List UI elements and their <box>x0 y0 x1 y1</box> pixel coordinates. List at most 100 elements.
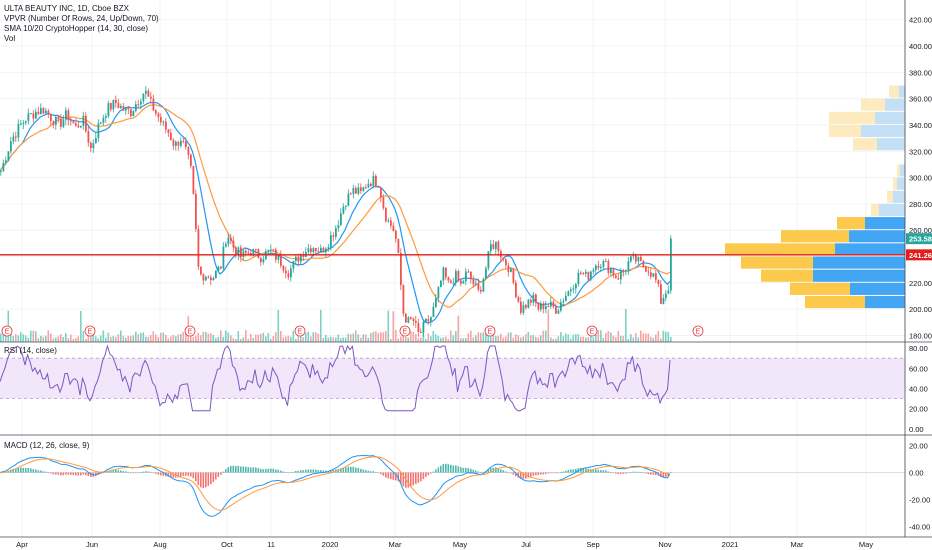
volume-bar-25 <box>62 337 65 342</box>
candle-body-240 <box>600 267 602 269</box>
macd-hist-bar-48 <box>120 470 122 473</box>
rsi-title[interactable]: RSI (14, close) <box>4 346 57 355</box>
macd-hist-bar-137 <box>342 467 345 473</box>
earnings-label-6: E <box>590 329 595 336</box>
candle-body-16 <box>40 108 42 115</box>
volume-bar-52 <box>130 336 132 342</box>
volume-bar-73 <box>182 331 185 342</box>
earnings-label-2: E <box>188 329 193 336</box>
volume-bar-36 <box>90 332 92 342</box>
macd-hist-bar-97 <box>242 466 245 473</box>
candle-body-103 <box>257 249 260 258</box>
macd-hist-bar-152 <box>380 472 382 475</box>
macd-hist-bar-113 <box>282 471 285 473</box>
volume-bar-84 <box>210 333 212 342</box>
macd-hist-bar-160 <box>400 472 402 484</box>
earnings-marker-3 <box>294 325 306 337</box>
vp-up-12 <box>829 124 861 138</box>
macd-hist-bar-132 <box>330 470 332 473</box>
volume-bar-254 <box>635 333 637 342</box>
candle-body-26 <box>65 110 67 120</box>
volume-bar-129 <box>322 337 325 342</box>
vp-down-9 <box>897 177 905 190</box>
macd-hist-bar-12 <box>30 468 32 473</box>
macd-hist-bar-202 <box>505 471 507 473</box>
volume-bar-81 <box>202 331 205 342</box>
macd-hist-bar-233 <box>582 468 585 473</box>
macd-title[interactable]: MACD (12, 26, close, 9) <box>4 441 90 450</box>
candle-body-42 <box>105 116 107 118</box>
macd-hist-bar-41 <box>102 472 105 474</box>
macd-hist-bar-90 <box>225 469 227 473</box>
candle-body-226 <box>565 295 567 301</box>
macd-hist-bar-228 <box>570 469 572 473</box>
volume-bar-216 <box>540 335 542 342</box>
macd-hist-bar-248 <box>620 472 622 474</box>
volume-bar-151 <box>377 333 380 342</box>
candle-body-38 <box>95 137 97 144</box>
volume-bar-183 <box>457 315 460 342</box>
macd-hist-bar-243 <box>607 471 610 473</box>
volume-bar-186 <box>465 337 467 342</box>
candle-body-65 <box>162 121 165 123</box>
macd-hist-bar-174 <box>435 469 437 473</box>
candle-body-165 <box>412 318 415 321</box>
volume-bar-256 <box>640 330 642 342</box>
legend-vpvr[interactable]: VPVR (Number Of Rows, 24, Up/Down, 70) <box>4 14 159 23</box>
macd-hist-bar-20 <box>50 472 52 474</box>
volume-bar-22 <box>55 337 57 342</box>
legend-sma[interactable]: SMA 10/20 CryptoHopper (14, 30, close) <box>4 24 148 33</box>
macd-hist-bar-117 <box>292 471 295 473</box>
vp-down-14 <box>885 98 905 111</box>
candle-body-36 <box>90 142 92 149</box>
candle-body-205 <box>512 268 515 283</box>
price-candles <box>0 86 672 337</box>
volume-bar-214 <box>535 336 537 342</box>
volume-bar-198 <box>495 335 497 342</box>
legend-vol[interactable]: Vol <box>4 34 15 43</box>
time-tick-2: Aug <box>153 540 166 549</box>
volume-bar-24 <box>60 334 62 342</box>
macd-hist-bar-128 <box>320 470 322 473</box>
macd-hist-bar-173 <box>432 471 435 473</box>
candle-body-146 <box>365 187 367 189</box>
rsi-axis[interactable]: 0.00 20.00 40.00 60.00 80.00 <box>909 344 928 434</box>
macd-hist-bar-161 <box>402 472 405 487</box>
price-tick-220: 220.00 <box>909 279 932 288</box>
candle-body-223 <box>557 310 560 314</box>
candle-body-150 <box>375 175 377 187</box>
macd-hist-bar-62 <box>155 472 157 474</box>
macd-hist-bar-171 <box>427 472 430 476</box>
candle-body-109 <box>272 249 275 251</box>
macd-hist-bar-219 <box>547 472 550 474</box>
macd-hist-bar-75 <box>187 472 190 476</box>
candle-body-95 <box>237 247 240 255</box>
macd-hist-bar-67 <box>167 472 170 477</box>
macd-hist-bar-257 <box>642 472 645 474</box>
candle-body-81 <box>202 274 205 281</box>
time-axis[interactable]: Apr Jun Aug Oct 11 2020 Mar May Jul Sep Nov 2021 Mar… <box>16 540 873 549</box>
candle-body-221 <box>552 301 555 307</box>
price-tick-180: 180.00 <box>909 331 932 340</box>
candle-body-102 <box>255 249 257 251</box>
candle-body-60 <box>150 96 152 99</box>
macd-hist-bar-216 <box>540 472 542 475</box>
volume-bar-215 <box>537 337 540 342</box>
candle-body-266 <box>665 293 667 299</box>
candle-body-151 <box>377 186 380 188</box>
candle-body-9 <box>22 122 25 124</box>
candle-body-108 <box>270 249 272 251</box>
volume-bar-154 <box>385 331 387 342</box>
volume-bar-202 <box>505 336 507 342</box>
macd-hist-bar-224 <box>560 472 562 473</box>
candle-body-211 <box>527 299 530 308</box>
candle-body-171 <box>427 319 430 322</box>
volume-bar-184 <box>460 338 462 342</box>
macd-axis[interactable]: -40.00 -20.00 0.00 20.00 <box>909 442 930 532</box>
candle-body-6 <box>15 136 17 138</box>
macd-hist-bar-204 <box>510 472 512 474</box>
macd-hist-bar-213 <box>532 472 535 476</box>
volume-bar-97 <box>242 337 245 342</box>
